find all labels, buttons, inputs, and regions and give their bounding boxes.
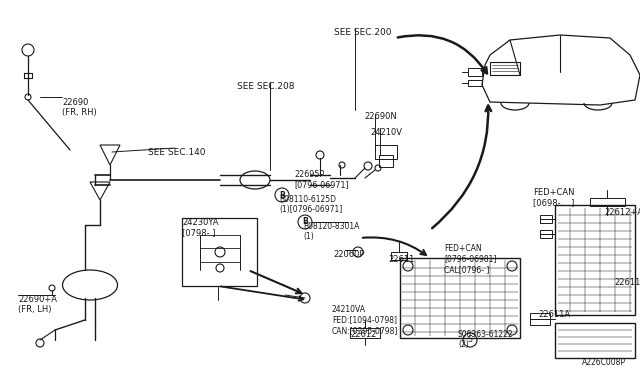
Bar (468, 80, 482, 86)
Text: A226C008P: A226C008P (582, 358, 626, 367)
Text: B08120-8301A
(1): B08120-8301A (1) (303, 222, 360, 241)
Bar (468, 68, 482, 76)
Text: 22612: 22612 (350, 330, 376, 339)
Text: 22611A: 22611A (538, 310, 570, 319)
Text: FED+CAN
[0698-    ]: FED+CAN [0698- ] (533, 188, 575, 208)
Text: S08363-61222
(2): S08363-61222 (2) (458, 330, 514, 349)
Bar (555, 323, 635, 358)
Text: 24210VA
FED:[1094-0798]
CAN:[0395-0798]: 24210VA FED:[1094-0798] CAN:[0395-0798] (332, 305, 398, 335)
Text: 22690
(FR, RH): 22690 (FR, RH) (62, 98, 97, 118)
Bar (379, 155, 393, 167)
Text: B: B (302, 218, 308, 227)
Bar (400, 258, 520, 338)
Text: 22060P: 22060P (333, 250, 365, 259)
Text: SEE SEC.208: SEE SEC.208 (237, 82, 294, 91)
Text: 22611: 22611 (388, 255, 414, 264)
Bar (590, 198, 625, 206)
Bar (375, 145, 397, 159)
Text: 22612+A: 22612+A (604, 208, 640, 217)
Text: B: B (279, 190, 285, 199)
Bar (540, 230, 552, 238)
Bar (530, 313, 550, 325)
Bar (540, 215, 552, 223)
Text: 22611: 22611 (614, 278, 640, 287)
Text: B08110-6125D
(1)[0796-06971]: B08110-6125D (1)[0796-06971] (279, 195, 342, 214)
Text: 24230YA
[0798- ]: 24230YA [0798- ] (182, 218, 218, 237)
Bar (182, 218, 257, 286)
Bar (350, 328, 380, 338)
Text: 22690+A
(FR, LH): 22690+A (FR, LH) (18, 295, 57, 314)
Text: 22695P
[0796-06971]: 22695P [0796-06971] (294, 170, 349, 189)
Bar (555, 205, 635, 315)
Bar (391, 252, 407, 260)
Text: FED+CAN
[0796-06981]
CAL[0796- ]: FED+CAN [0796-06981] CAL[0796- ] (444, 244, 497, 274)
Text: S: S (468, 336, 472, 344)
Text: SEE SEC.200: SEE SEC.200 (334, 28, 392, 37)
Text: SEE SEC.140: SEE SEC.140 (148, 148, 205, 157)
Text: 22690N: 22690N (364, 112, 397, 121)
Text: 24210V: 24210V (370, 128, 402, 137)
